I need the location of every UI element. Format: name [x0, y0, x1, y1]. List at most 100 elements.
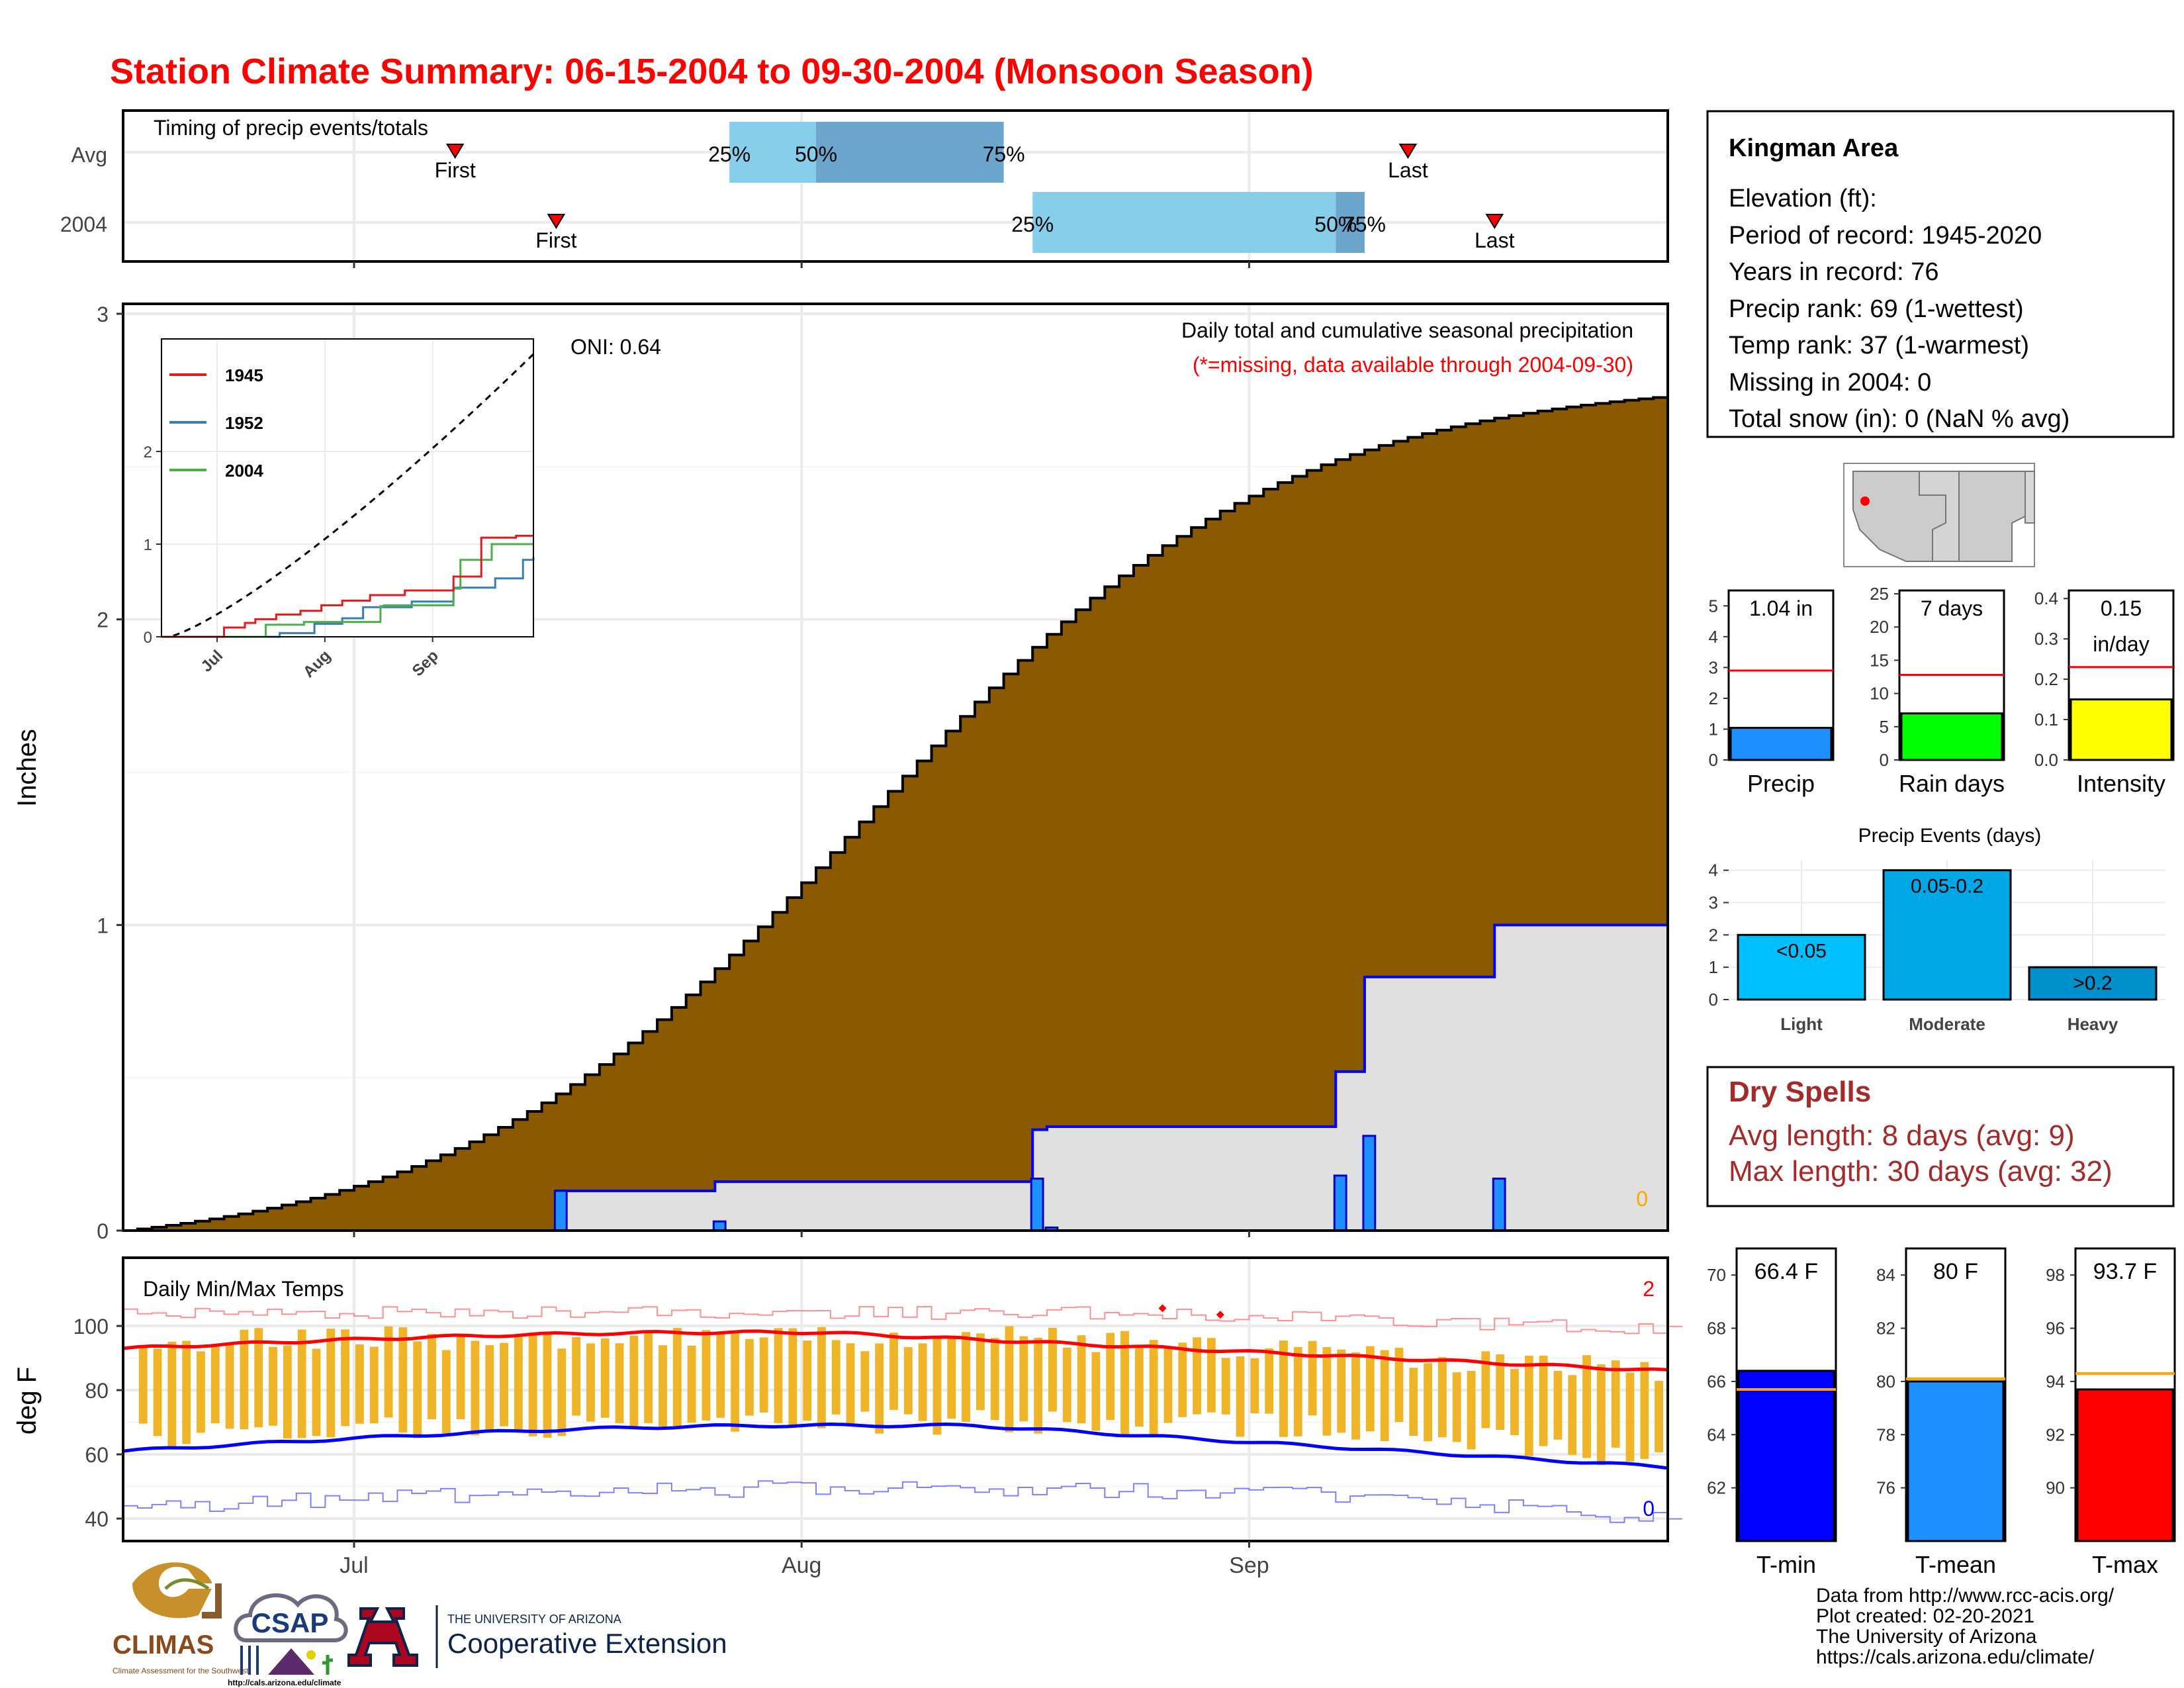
daily-temp-bar: [197, 1351, 205, 1433]
daily-precip-bar: [553, 1190, 568, 1232]
daily-temp-bar: [615, 1343, 624, 1423]
daily-precip-bar: [1333, 1174, 1347, 1232]
timing-label-last: Last: [1475, 228, 1515, 252]
inset-legend-label: 1945: [225, 365, 263, 385]
small-bar-y-tick-label: 20: [1870, 617, 1889, 637]
daily-temp-bar: [716, 1331, 725, 1418]
daily-temp-bar: [860, 1351, 870, 1412]
daily-temp-bar: [1539, 1355, 1548, 1446]
record-low-line: [123, 1480, 1682, 1523]
daily-temp-bar: [153, 1348, 162, 1436]
daily-temp-bar: [355, 1344, 364, 1424]
x-axis-month-label: Sep: [1229, 1553, 1269, 1578]
small-bar-y-tick-label: 0.2: [2034, 669, 2058, 689]
daily-temp-bar: [1206, 1338, 1216, 1413]
temp-bar-t-min: [1737, 1370, 1835, 1542]
temp-y-tick-label: 80: [85, 1379, 109, 1403]
daily-temp-bar: [788, 1328, 797, 1428]
daily-temp-bar: [659, 1345, 667, 1427]
cumulative-2004-precip-area: [555, 923, 1669, 1232]
footer-line: https://cals.arizona.edu/climate/: [1816, 1646, 2095, 1668]
temp-y-tick-label: 60: [85, 1443, 109, 1467]
daily-temp-bar: [138, 1345, 148, 1424]
daily-temp-bar: [225, 1342, 234, 1429]
daily-temp-bar: [933, 1338, 942, 1435]
csap-logo-url: http://cals.arizona.edu/climate: [228, 1678, 341, 1687]
temp-bar-t-max: [2076, 1388, 2174, 1542]
daily-temp-bar: [1582, 1355, 1591, 1458]
daily-temp-bar: [269, 1346, 277, 1426]
inset-y-tick-label: 1: [144, 536, 152, 554]
small-bar-precip: [1729, 727, 1833, 761]
temp-bar-y-tick-label: 66: [1707, 1372, 1726, 1391]
daily-temp-bar: [1467, 1370, 1476, 1450]
temperature-bar-charts: 62 64 66 68 70 66.4 F T-min 76 78 80 82 84 80 F T-mea…: [1707, 1247, 2176, 1578]
inset-legend-label: 2004: [225, 461, 263, 481]
daily-temp-bar: [962, 1332, 970, 1422]
timing-row-label-avg: Avg: [71, 143, 107, 167]
daily-temp-bar: [1568, 1375, 1577, 1455]
small-bar-y-tick-label: 4: [1709, 627, 1718, 647]
small-bar-y-tick-label: 2: [1709, 688, 1718, 708]
precip-y-label: Inches: [13, 729, 42, 807]
small-bar-y-tick-label: 5: [1880, 717, 1889, 737]
timing-marker-first: [547, 214, 566, 229]
daily-temp-bar: [500, 1342, 508, 1427]
climas-logo-subtext: Climate Assessment for the Southwest: [113, 1666, 249, 1675]
daily-temp-bar: [1380, 1350, 1389, 1442]
precip-y-tick-label: 1: [97, 914, 109, 937]
station-line: Elevation (ft):: [1729, 185, 1877, 212]
daily-temp-bar: [326, 1329, 336, 1438]
events-bar-label: <0.05: [1776, 940, 1827, 962]
small-bar-y-tick-label: 0.1: [2034, 710, 2058, 729]
daily-precip-bar: [712, 1220, 727, 1232]
daily-temp-bar: [1625, 1372, 1635, 1462]
daily-temp-bar: [629, 1335, 639, 1429]
small-bar-y-tick-label: 0: [1880, 750, 1889, 770]
daily-temp-bar: [369, 1346, 379, 1424]
small-bar-y-tick-label: 25: [1870, 584, 1889, 604]
daily-temp-bar: [398, 1327, 408, 1433]
temp-bar-y-tick-label: 84: [1876, 1265, 1895, 1285]
daily-temp-bar: [1091, 1352, 1101, 1431]
daily-temp-bar: [557, 1348, 567, 1436]
daily-temp-bar: [1221, 1358, 1230, 1415]
daily-temp-bar: [441, 1350, 451, 1434]
timing-marker-first: [445, 144, 465, 159]
small-bar-rain-days: [1900, 712, 2003, 761]
daily-temp-bar: [846, 1343, 855, 1425]
events-title: Precip Events (days): [1858, 825, 2042, 847]
station-line: Precip rank: 69 (1-wettest): [1729, 295, 2024, 323]
timing-marker-last: [1398, 144, 1418, 159]
daily-temp-bar: [1193, 1337, 1201, 1415]
inset-line-2004: [161, 543, 533, 638]
events-category-label: Moderate: [1909, 1014, 1985, 1034]
small-bar-axis-label: Intensity: [2077, 770, 2165, 797]
timing-label-last: Last: [1388, 158, 1428, 182]
precip-panel-title: Daily total and cumulative seasonal prec…: [1181, 318, 1633, 342]
daily-temp-bar: [875, 1343, 884, 1434]
daily-temp-bar: [1596, 1364, 1606, 1466]
station-name: Kingman Area: [1729, 134, 1899, 162]
inset-y-tick-label: 2: [144, 444, 152, 461]
temp-bar-axis-label: T-max: [2092, 1551, 2158, 1578]
timing-bar-50-75: [816, 122, 1004, 183]
daily-temp-bar: [1524, 1355, 1533, 1456]
small-bar-y-tick-label: 0.0: [2034, 750, 2058, 770]
timing-bar-50-75: [1336, 192, 1365, 253]
university-logo-small-text: THE UNIVERSITY OF ARIZONA: [447, 1613, 621, 1626]
precip-events-chart: Precip Events (days) <0.05 Light 0.05-0.2 M…: [1709, 825, 2165, 1034]
events-bar-label: >0.2: [2073, 972, 2112, 994]
daily-temp-bar: [1236, 1356, 1245, 1437]
daily-temp-bar: [210, 1344, 220, 1424]
precip-y-tick-label: 3: [97, 303, 109, 326]
temp-panel: Daily Min/Max Temps 2 0 deg F 40 60 80 100 J…: [13, 1256, 1682, 1578]
daily-temp-bar: [1005, 1326, 1014, 1432]
timing-label-50: 50%: [1314, 212, 1357, 236]
daily-temp-bar: [456, 1335, 465, 1420]
daily-temp-bar: [990, 1338, 999, 1421]
inset-max-cumulative-line: [161, 353, 535, 638]
events-y-tick-label: 2: [1709, 925, 1718, 945]
